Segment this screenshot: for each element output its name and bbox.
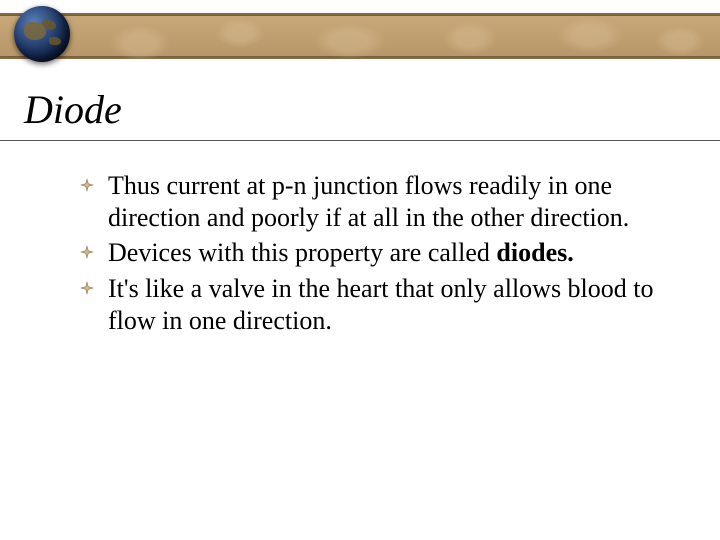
compass-star-icon (80, 245, 94, 259)
bullet-text: Devices with this property are called (108, 238, 496, 267)
slide-title: Diode (24, 86, 122, 133)
bullet-text: It's like a valve in the heart that only… (108, 274, 654, 335)
bullet-text: Thus current at p-n junction flows readi… (108, 171, 629, 232)
header-band (0, 0, 720, 72)
bullet-item: Thus current at p-n junction flows readi… (80, 170, 670, 233)
content-area: Thus current at p-n junction flows readi… (80, 170, 670, 341)
map-texture (0, 13, 720, 59)
bullet-item: Devices with this property are called di… (80, 237, 670, 269)
bullet-item: It's like a valve in the heart that only… (80, 273, 670, 336)
bullet-bold: diodes. (496, 238, 573, 267)
globe-icon (14, 6, 70, 62)
title-underline (0, 140, 720, 141)
compass-star-icon (80, 281, 94, 295)
compass-star-icon (80, 178, 94, 192)
